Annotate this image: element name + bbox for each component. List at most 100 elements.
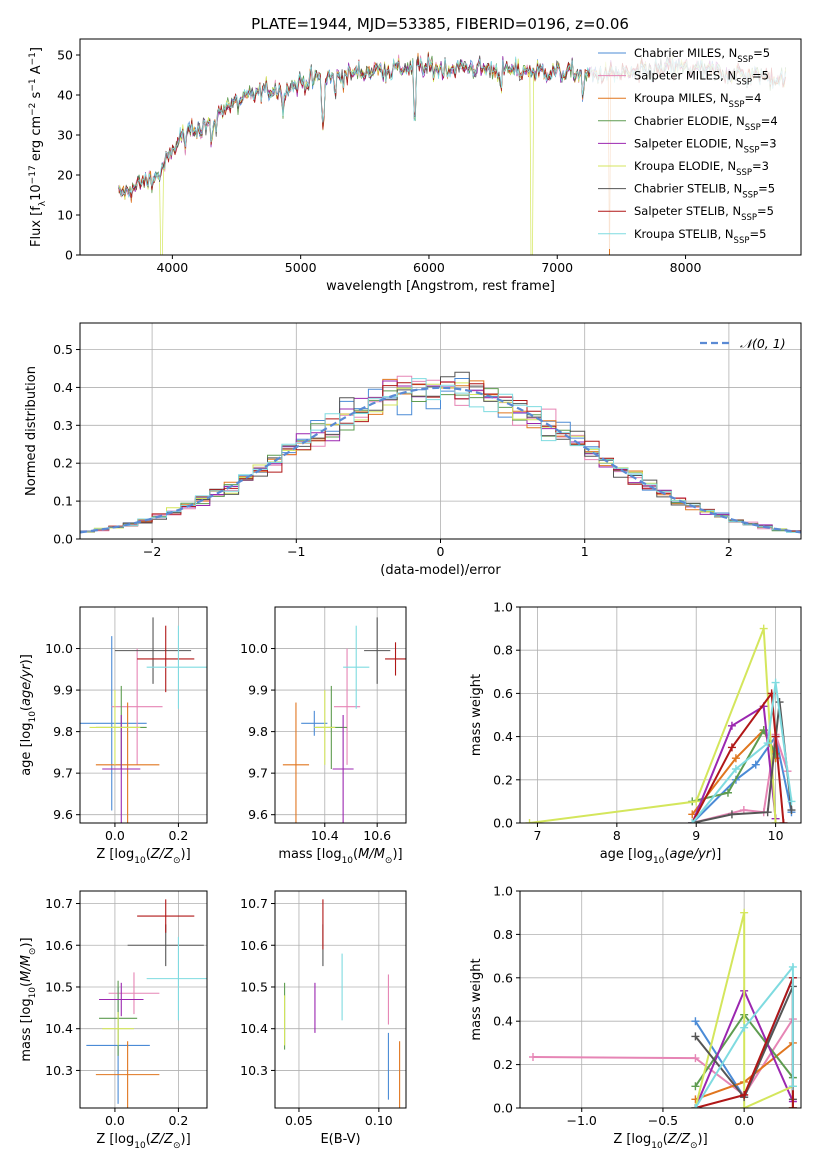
y-tick-label: 0.8 xyxy=(493,643,513,658)
label-part: 10 xyxy=(29,184,44,201)
x-axis-label: (data-model)/error xyxy=(380,563,501,578)
label-part: Normed distribution xyxy=(24,366,39,496)
y-tick-label: 10.5 xyxy=(240,979,268,994)
label-part: M/M xyxy=(19,955,34,982)
y-tick-label: 0.0 xyxy=(493,816,513,831)
legend-subscript: SSP xyxy=(736,78,752,88)
x-tick-label: −1 xyxy=(287,544,305,559)
y-tick-label: 9.6 xyxy=(248,807,268,822)
label-part: )] xyxy=(19,654,34,664)
label-part: mass [log xyxy=(278,847,341,862)
residual-histogram-9 xyxy=(80,378,801,539)
mass-weight-line-6 xyxy=(694,912,794,1108)
legend-nssp: =5 xyxy=(758,182,775,196)
plot-area xyxy=(525,624,796,823)
legend-entry: Salpeter MILES, NSSP=5 xyxy=(634,69,769,88)
label-part: A xyxy=(29,65,44,78)
label-part: λ xyxy=(38,200,48,206)
y-tick-label: 0.6 xyxy=(493,686,513,701)
label-part: )] xyxy=(19,937,34,947)
label-part: E(B-V) xyxy=(320,1132,360,1147)
mass-weight-marker xyxy=(787,797,796,806)
legend-nssp: =3 xyxy=(752,159,769,173)
y-tick-label: 0.1 xyxy=(53,494,73,509)
label-part: ⊙ xyxy=(28,948,38,956)
x-tick-label: 0.10 xyxy=(365,1113,393,1128)
mass-weight-line-5 xyxy=(691,704,777,823)
mass-weight-marker xyxy=(731,765,740,773)
legend-entry: Salpeter ELODIE, NSSP=3 xyxy=(634,136,777,155)
plot-area xyxy=(80,371,801,539)
label-part: 10 xyxy=(28,711,38,723)
x-axis-label: age [log10(age/yr)] xyxy=(600,847,722,866)
plot-area xyxy=(528,908,797,1108)
legend-entry: Kroupa ELODIE, NSSP=3 xyxy=(634,159,769,178)
panel-age-vs-mass: 10.4 10.6 9.6 9.7 9.8 9.9 10.0 mass [log10(M/M⊙… xyxy=(240,606,407,866)
x-axis-label: E(B-V) xyxy=(320,1132,360,1147)
mass-weight-marker xyxy=(525,819,534,823)
x-tick-label: 0.0 xyxy=(734,1113,754,1128)
y-tick-label: 1.0 xyxy=(493,600,513,615)
y-tick-label: 10 xyxy=(57,208,73,223)
label-part: ( xyxy=(146,1132,151,1147)
y-tick-label: 0.0 xyxy=(53,532,73,547)
y-tick-label: 10.7 xyxy=(240,896,268,911)
y-tick-label: 9.7 xyxy=(53,766,73,781)
y-tick-label: 10.5 xyxy=(45,979,73,994)
legend-subscript: SSP xyxy=(736,168,752,178)
x-tick-label: 5000 xyxy=(285,260,317,275)
x-tick-label: 10 xyxy=(768,828,784,843)
y-tick-label: 0.6 xyxy=(493,970,513,985)
legend-subscript: SSP xyxy=(734,236,750,246)
label-part: ⊙ xyxy=(690,1141,698,1151)
y-tick-label: 0.4 xyxy=(493,1014,513,1029)
y-tick-label: 0.3 xyxy=(53,418,73,433)
label-part: 10 xyxy=(342,856,354,866)
mass-weight-marker xyxy=(759,624,768,633)
x-tick-label: 4000 xyxy=(156,260,188,275)
legend-nssp: =5 xyxy=(749,227,766,241)
x-tick-label: 8 xyxy=(613,828,621,843)
mass-weight-marker xyxy=(723,788,732,797)
label-part: )] xyxy=(698,1132,708,1147)
y-tick-label: 30 xyxy=(57,128,73,143)
legend-model-name: Chabrier ELODIE, N xyxy=(634,114,745,128)
legend-model-name: Salpeter ELODIE, N xyxy=(634,136,744,150)
x-tick-label: −1.0 xyxy=(567,1113,597,1128)
y-tick-label: 50 xyxy=(57,48,73,63)
label-part: −1 xyxy=(28,52,38,65)
axes-frame xyxy=(79,890,208,1109)
label-part: ( xyxy=(19,706,34,711)
label-part: age [log xyxy=(19,723,34,776)
label-part: s xyxy=(29,91,44,102)
label-part: ( xyxy=(664,847,669,862)
y-tick-label: 0.4 xyxy=(53,380,73,395)
y-tick-label: 0.0 xyxy=(493,1101,513,1116)
mass-weight-marker xyxy=(751,760,760,769)
axes-frame xyxy=(519,890,802,1109)
mass-weight-marker xyxy=(727,810,736,819)
x-tick-label: 0.05 xyxy=(285,1113,313,1128)
y-tick-label: 9.9 xyxy=(248,683,268,698)
legend-subscript: SSP xyxy=(729,100,745,110)
legend-entry: Chabrier STELIB, NSSP=5 xyxy=(634,182,775,201)
mass-weight-marker xyxy=(528,1053,537,1062)
mass-weight-marker xyxy=(740,1090,749,1099)
legend-model-name: Kroupa ELODIE, N xyxy=(634,159,736,173)
legend-normal-label: 𝒩(0, 1) xyxy=(740,336,786,351)
y-axis-label: mass weight xyxy=(469,674,484,756)
x-tick-label: 0.0 xyxy=(105,1113,125,1128)
mass-weight-marker xyxy=(779,819,788,823)
label-part: −17 xyxy=(28,165,38,184)
panel-mass-vs-ebv: 0.05 0.10 10.3 10.4 10.5 10.6 10.7 E(B-V) xyxy=(240,890,407,1147)
label-part: Z/Z xyxy=(667,1132,691,1147)
y-axis-label: Flux [fλ10−17 erg cm−2 s−1 A−1] xyxy=(28,47,48,247)
mass-weight-marker xyxy=(771,819,780,823)
y-tick-label: 9.7 xyxy=(248,766,268,781)
mass-weight-marker xyxy=(787,806,796,815)
x-tick-label: 0.2 xyxy=(168,1113,188,1128)
legend-box xyxy=(590,45,796,249)
panel-mass-vs-Z: 0.0 0.210.310.410.510.610.7Z [log10(Z/Z⊙)… xyxy=(19,890,208,1151)
label-part: )] xyxy=(711,847,721,862)
